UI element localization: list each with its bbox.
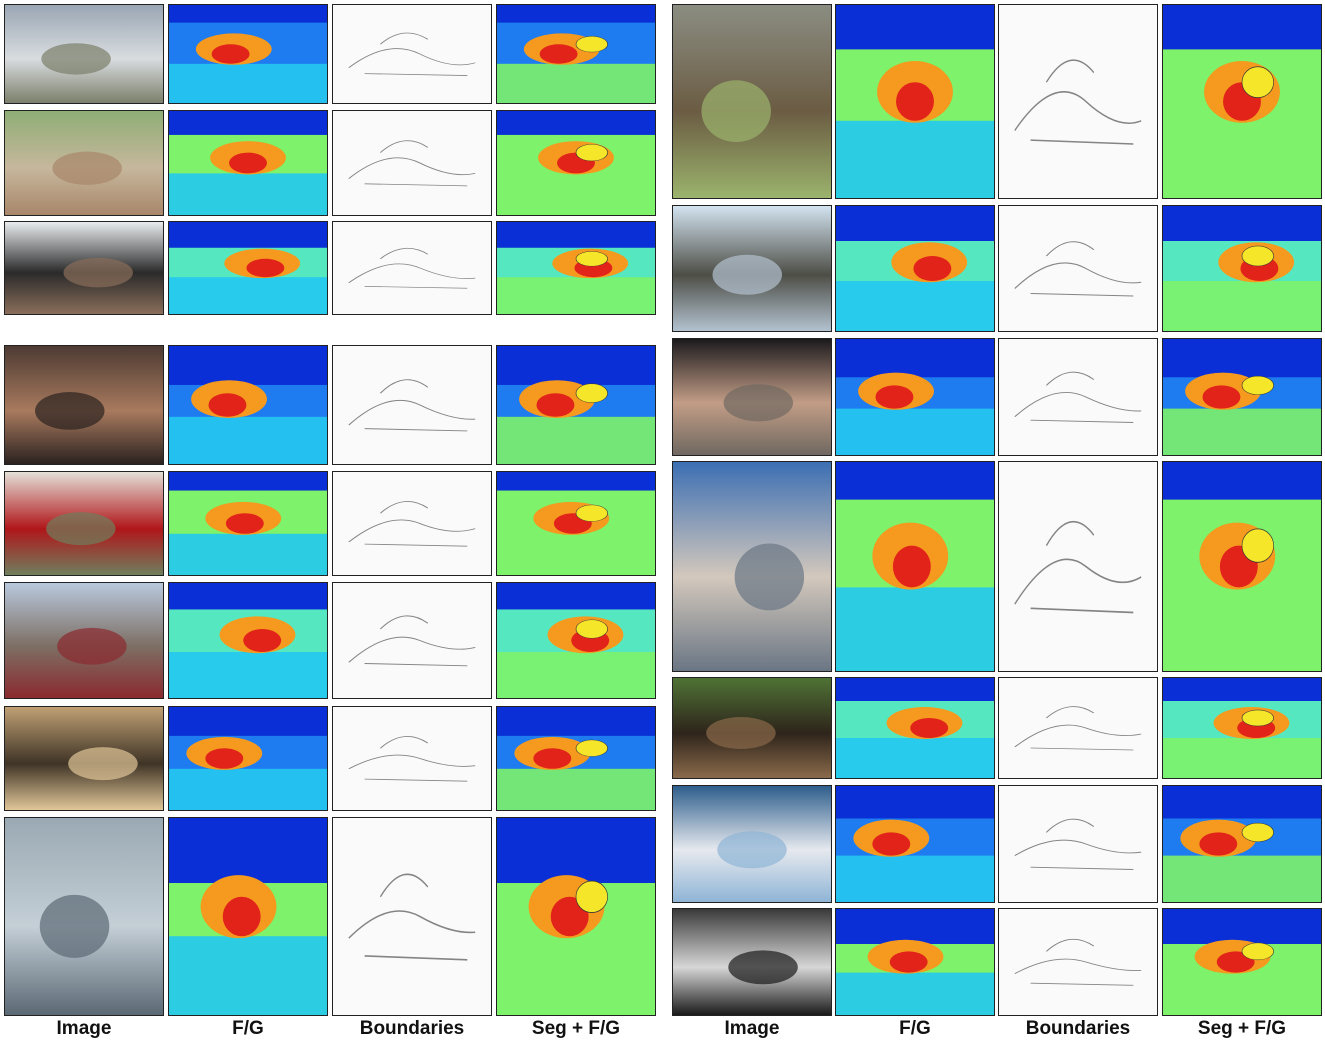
left-row2-boundaries-map: [332, 110, 492, 216]
right-row2-image: [672, 205, 832, 332]
left-row8-image: [4, 817, 164, 1016]
left-row2-fg-map: [168, 110, 328, 216]
left-row8-boundaries-map: [332, 817, 492, 1016]
right-row5-fg-map: [835, 677, 995, 779]
right-column-label-seg-fg: Seg + F/G: [1197, 1018, 1287, 1039]
right-row6-boundaries-map: [998, 785, 1158, 903]
right-row4-image: [672, 461, 832, 672]
right-row7-boundaries-map: [998, 908, 1158, 1016]
right-row1-seg-fg-map: [1162, 4, 1322, 199]
left-row8-seg-fg-map: [496, 817, 656, 1016]
right-row2-seg-fg-map: [1162, 205, 1322, 332]
right-row3-image: [672, 338, 832, 456]
left-row3-image: [4, 221, 164, 315]
left-row6-seg-fg-map: [496, 582, 656, 699]
right-row2-fg-map: [835, 205, 995, 332]
right-row5-seg-fg-map: [1162, 677, 1322, 779]
left-row5-fg-map: [168, 471, 328, 576]
left-row4-boundaries-map: [332, 345, 492, 465]
left-row3-boundaries-map: [332, 221, 492, 315]
right-row6-image: [672, 785, 832, 903]
left-row6-fg-map: [168, 582, 328, 699]
left-row5-seg-fg-map: [496, 471, 656, 576]
right-column-label-image: Image: [724, 1018, 780, 1039]
right-row6-seg-fg-map: [1162, 785, 1322, 903]
left-row8-fg-map: [168, 817, 328, 1016]
right-column-label-fg: F/G: [899, 1018, 931, 1039]
left-row7-image: [4, 706, 164, 811]
left-column-label-fg: F/G: [232, 1018, 264, 1039]
left-row1-boundaries-map: [332, 4, 492, 104]
left-row2-seg-fg-map: [496, 110, 656, 216]
left-row7-seg-fg-map: [496, 706, 656, 811]
left-column-label-seg-fg: Seg + F/G: [531, 1018, 621, 1039]
right-row2-boundaries-map: [998, 205, 1158, 332]
left-row4-image: [4, 345, 164, 465]
right-row4-fg-map: [835, 461, 995, 672]
left-row5-image: [4, 471, 164, 576]
right-row1-fg-map: [835, 4, 995, 199]
right-row5-boundaries-map: [998, 677, 1158, 779]
left-row1-image: [4, 4, 164, 104]
left-row2-image: [4, 110, 164, 216]
right-row1-image: [672, 4, 832, 199]
left-row5-boundaries-map: [332, 471, 492, 576]
left-row1-fg-map: [168, 4, 328, 104]
right-row7-fg-map: [835, 908, 995, 1016]
right-row3-seg-fg-map: [1162, 338, 1322, 456]
right-row7-image: [672, 908, 832, 1016]
left-row7-boundaries-map: [332, 706, 492, 811]
left-row7-fg-map: [168, 706, 328, 811]
left-column-label-image: Image: [56, 1018, 112, 1039]
right-row7-seg-fg-map: [1162, 908, 1322, 1016]
right-row4-seg-fg-map: [1162, 461, 1322, 672]
left-row1-seg-fg-map: [496, 4, 656, 104]
right-row4-boundaries-map: [998, 461, 1158, 672]
left-row3-fg-map: [168, 221, 328, 315]
right-row3-boundaries-map: [998, 338, 1158, 456]
right-column-label-boundaries: Boundaries: [1025, 1018, 1131, 1039]
left-row6-image: [4, 582, 164, 699]
right-row6-fg-map: [835, 785, 995, 903]
right-row1-boundaries-map: [998, 4, 1158, 199]
right-row5-image: [672, 677, 832, 779]
left-column-label-boundaries: Boundaries: [359, 1018, 465, 1039]
left-row6-boundaries-map: [332, 582, 492, 699]
left-row4-seg-fg-map: [496, 345, 656, 465]
right-row3-fg-map: [835, 338, 995, 456]
left-row3-seg-fg-map: [496, 221, 656, 315]
left-row4-fg-map: [168, 345, 328, 465]
